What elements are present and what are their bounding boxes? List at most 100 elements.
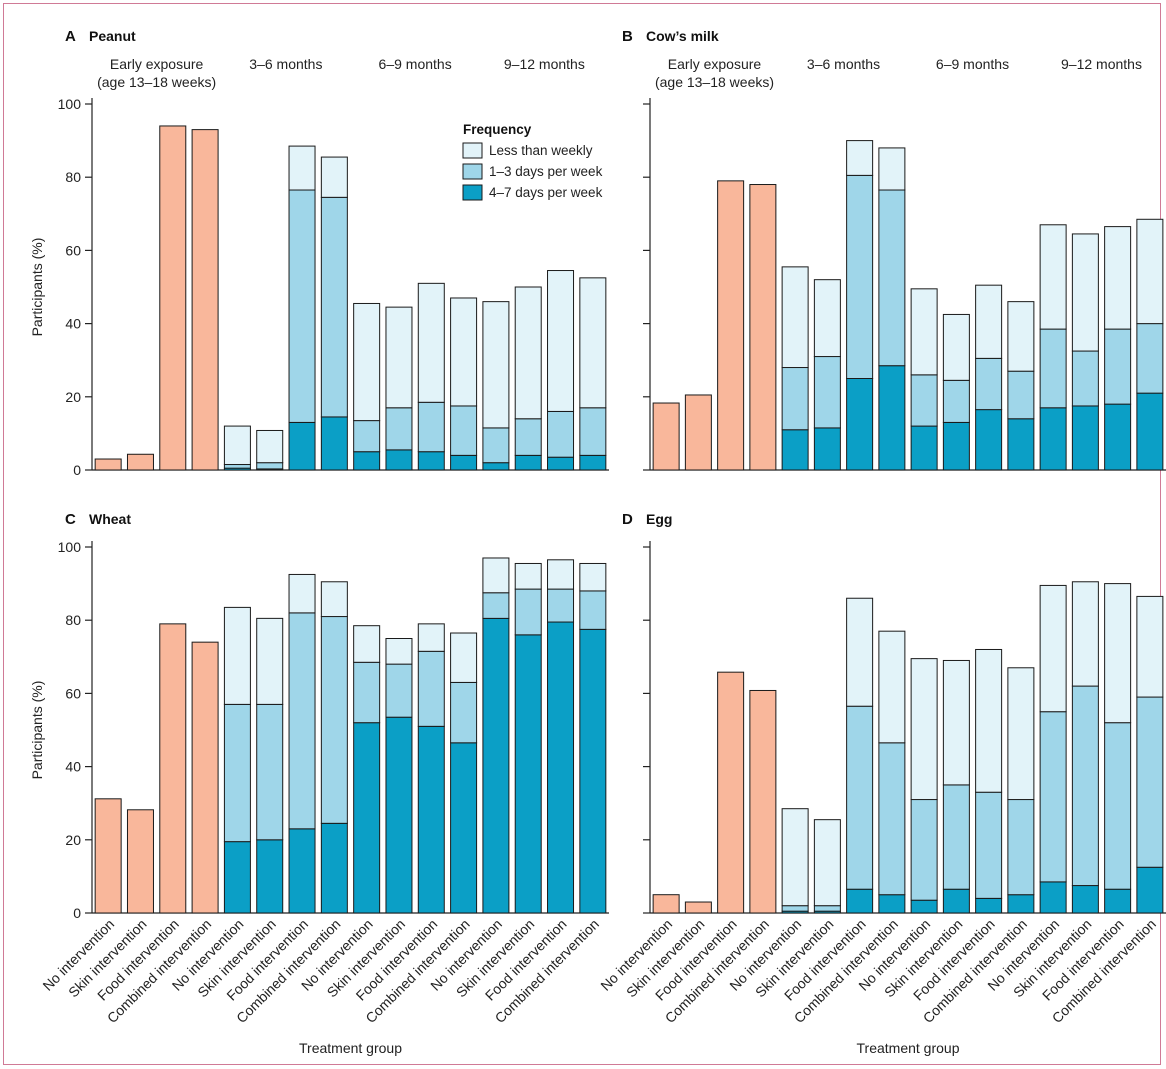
group-label: 3–6 months — [807, 56, 880, 72]
bar-segment — [813, 279, 841, 358]
bar-segment — [288, 189, 316, 423]
bar-segment — [781, 808, 809, 907]
panel-title: Egg — [646, 511, 672, 527]
bar-segment — [846, 888, 874, 914]
bar-segment — [975, 791, 1003, 899]
bar-segment — [1104, 888, 1132, 914]
bar-segment — [385, 407, 413, 451]
bar-segment — [1071, 233, 1099, 352]
panel-letter: C — [65, 511, 76, 528]
bar-segment — [256, 462, 284, 470]
bar-segment — [910, 288, 938, 376]
bar-segment — [320, 196, 348, 418]
bar-segment — [353, 661, 381, 724]
x-axis-label: Treatment group — [299, 1040, 402, 1056]
bar-segment — [878, 189, 906, 367]
bar-segment — [910, 374, 938, 427]
bar-segment — [878, 742, 906, 896]
bar-early-exposure — [684, 901, 712, 914]
bar-segment — [975, 284, 1003, 359]
y-tick-label: 20 — [65, 389, 81, 405]
group-label: (age 13–18 weeks) — [655, 74, 774, 90]
y-axis-label: Participants (%) — [29, 681, 45, 780]
bar-segment — [1071, 405, 1099, 471]
bar-segment — [514, 588, 542, 636]
legend: Frequency Less than weekly 1–3 days per we… — [462, 122, 603, 201]
bar-segment — [878, 365, 906, 471]
legend-swatch — [462, 142, 483, 159]
bar-segment — [320, 616, 348, 824]
bar-early-exposure — [684, 394, 712, 471]
bar-segment — [385, 638, 413, 665]
panel-letter: A — [65, 28, 76, 45]
bar-segment — [846, 705, 874, 890]
y-tick-label: 0 — [73, 905, 81, 921]
bar-segment — [256, 703, 284, 841]
bar-segment — [450, 742, 478, 914]
bar-segment — [1039, 711, 1067, 883]
bar-segment — [450, 297, 478, 407]
bar-segment — [942, 313, 970, 381]
bar-segment — [417, 725, 445, 914]
bar-segment — [813, 819, 841, 907]
bar-segment — [579, 590, 607, 630]
bar-segment — [878, 894, 906, 914]
group-label: 9–12 months — [1061, 56, 1142, 72]
bar-segment — [813, 356, 841, 429]
bar-segment — [1007, 301, 1035, 372]
legend-item-label: 1–3 days per week — [489, 164, 603, 179]
bar-segment — [385, 716, 413, 914]
panel-title: Cow’s milk — [646, 28, 719, 44]
bar-segment — [417, 451, 445, 471]
legend-item-label: Less than weekly — [489, 143, 593, 158]
bar-segment — [353, 420, 381, 453]
bar-segment — [579, 562, 607, 592]
bar-segment — [353, 451, 381, 471]
bar-segment — [320, 581, 348, 618]
bar-segment — [1136, 595, 1164, 698]
bar-segment — [223, 841, 251, 914]
bar-segment — [450, 681, 478, 744]
bar-segment — [878, 630, 906, 744]
bar-segment — [223, 606, 251, 705]
bar-early-exposure — [652, 894, 680, 914]
group-label: 6–9 months — [379, 56, 452, 72]
bar-segment — [547, 621, 575, 914]
bar-segment — [1071, 685, 1099, 887]
bar-early-exposure — [749, 184, 777, 471]
panel-title: Wheat — [89, 511, 131, 527]
bar-segment — [846, 174, 874, 379]
bar-segment — [353, 722, 381, 914]
bar-segment — [385, 449, 413, 471]
bar-early-exposure — [94, 458, 122, 471]
bar-segment — [1007, 799, 1035, 896]
bar-segment — [514, 418, 542, 456]
bar-segment — [417, 623, 445, 652]
bar-segment — [223, 425, 251, 466]
panel-letter: B — [622, 28, 633, 45]
bar-segment — [482, 557, 510, 594]
bar-segment — [975, 648, 1003, 793]
bar-segment — [579, 628, 607, 914]
bar-segment — [1136, 696, 1164, 868]
bar-segment — [256, 839, 284, 914]
bar-segment — [579, 454, 607, 471]
group-label: Early exposure — [110, 56, 204, 72]
group-label: (age 13–18 weeks) — [97, 74, 216, 90]
bar-segment — [547, 410, 575, 458]
bar-segment — [942, 784, 970, 890]
bar-segment — [353, 302, 381, 422]
panel-b: B Cow’s milk Early exposure (age 13–18 week… — [622, 28, 1166, 471]
bar-segment — [781, 266, 809, 369]
bar-segment — [846, 378, 874, 471]
bar-segment — [846, 597, 874, 707]
bar-segment — [288, 828, 316, 914]
group-label: Early exposure — [668, 56, 762, 72]
bar-segment — [514, 562, 542, 590]
x-axis-label: Treatment group — [857, 1040, 960, 1056]
bar-segment — [353, 625, 381, 663]
bar-segment — [417, 282, 445, 403]
